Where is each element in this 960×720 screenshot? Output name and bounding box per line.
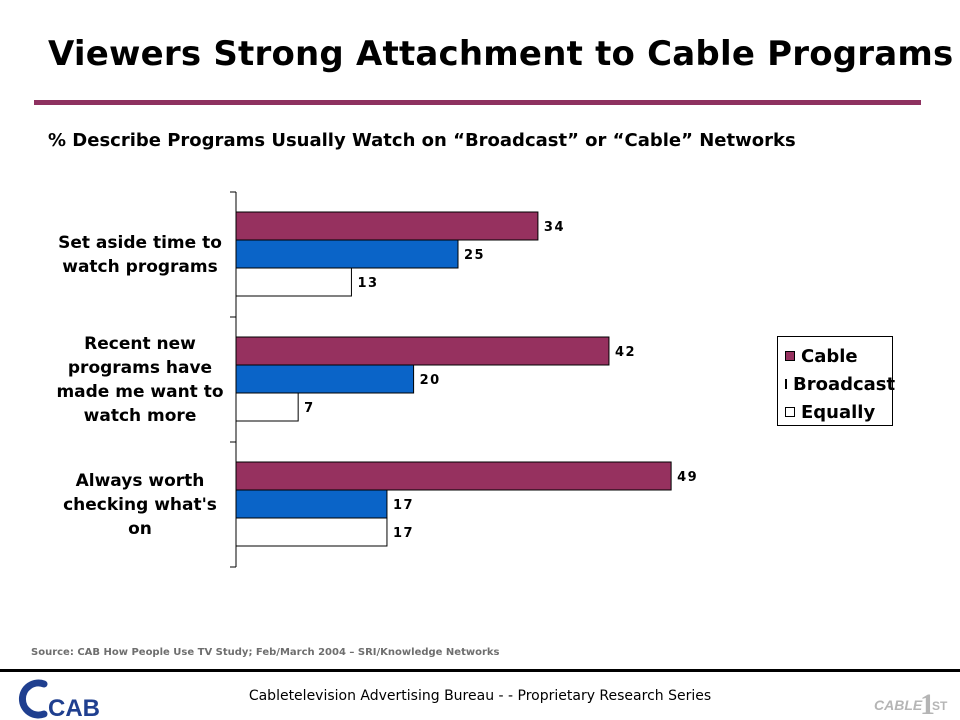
data-label: 42 [615, 345, 636, 360]
category-label-line: Always worth [76, 471, 205, 491]
legend-item-broadcast: Broadcast [785, 370, 896, 398]
bar-broadcast [235, 239, 459, 269]
legend-item-cable: Cable [785, 342, 892, 370]
title-underline [34, 100, 921, 105]
cab-logo: CAB [19, 679, 100, 720]
category-label-line: Set aside time to [58, 233, 222, 253]
cable-1st-logo: CABLE 1 ST [874, 688, 948, 718]
footer-text: Cabletelevision Advertising Bureau - - P… [248, 688, 712, 704]
legend-swatch-broadcast [785, 379, 787, 389]
data-label: 49 [677, 470, 698, 485]
category-label-line: on [128, 519, 152, 539]
page-title: Viewers Strong Attachment to Cable Progr… [48, 34, 954, 74]
legend-label-broadcast: Broadcast [793, 373, 896, 395]
data-label: 7 [304, 401, 315, 416]
bar-equally [235, 392, 299, 422]
category-label-line: watch more [84, 406, 197, 426]
data-label: 17 [393, 498, 414, 513]
cable-1st-logo-number: 1 [920, 688, 935, 718]
category-label-line: programs have [68, 358, 212, 378]
data-label: 17 [393, 526, 414, 541]
bar-equally [235, 517, 388, 547]
legend-label-cable: Cable [801, 345, 858, 367]
bar-cable [235, 461, 672, 491]
cable-1st-logo-suffix: ST [932, 699, 948, 713]
bar-cable [235, 336, 610, 366]
bar-broadcast [235, 364, 415, 394]
category-label-line: made me want to [56, 382, 223, 402]
data-label: 25 [464, 248, 485, 263]
bar-equally [235, 267, 352, 297]
legend-swatch-cable [785, 351, 795, 361]
data-label: 34 [544, 220, 565, 235]
legend-item-equally: Equally [785, 398, 892, 426]
category-label: Set aside time to watch programs [58, 233, 222, 277]
category-label: Recent new programs have made me want to wa… [56, 334, 223, 426]
data-label: 20 [420, 373, 441, 388]
chart-legend: Cable Broadcast Equally [777, 336, 896, 426]
data-label: 13 [357, 276, 378, 291]
category-label-line: watch programs [62, 257, 218, 277]
legend-label-equally: Equally [801, 401, 876, 423]
bar-broadcast [235, 489, 388, 519]
category-label-line: checking what's [63, 495, 217, 515]
legend-swatch-equally [785, 407, 795, 417]
bar-cable [235, 211, 539, 241]
cable-1st-logo-text: CABLE [874, 697, 923, 713]
category-label: Always worth checking what's on [63, 471, 217, 539]
chart-subtitle: % Describe Programs Usually Watch on “Br… [48, 130, 796, 151]
footer-divider [0, 669, 960, 672]
category-label-line: Recent new [84, 334, 196, 354]
source-note: Source: CAB How People Use TV Study; Feb… [31, 647, 500, 658]
bar-chart: Set aside time to watch programs 34 25 13 Rec… [56, 191, 698, 568]
cab-logo-text: CAB [48, 695, 100, 720]
